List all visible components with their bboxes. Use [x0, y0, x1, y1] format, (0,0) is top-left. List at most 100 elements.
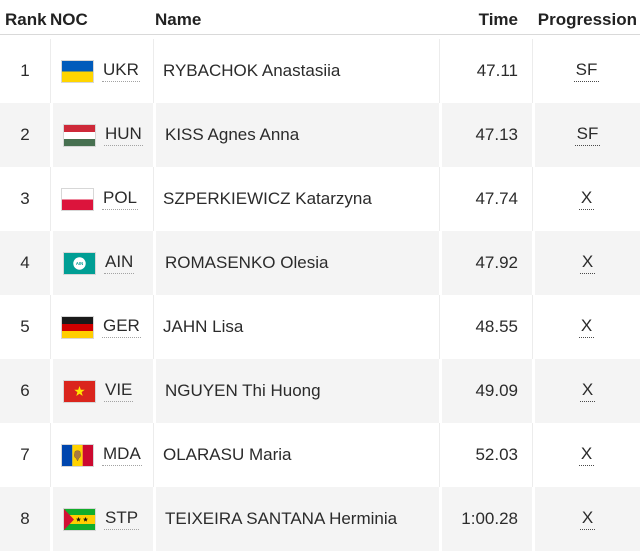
column-header-progression: Progression	[532, 0, 640, 39]
time-cell: 49.09	[439, 359, 532, 423]
ukr-flag-icon	[61, 59, 94, 83]
noc-cell: STP	[50, 487, 153, 551]
rank-cell: 3	[0, 167, 50, 231]
rank-cell: 1	[0, 39, 50, 103]
noc-cell: POL	[50, 167, 153, 231]
athlete-name-cell: RYBACHOK Anastasiia	[153, 39, 439, 103]
svg-text:AIN: AIN	[76, 261, 83, 266]
time-cell: 52.03	[439, 423, 532, 487]
noc-cell: VIE	[50, 359, 153, 423]
progression-cell: X	[532, 231, 640, 295]
noc-code[interactable]: HUN	[104, 124, 143, 146]
progression-cell: X	[532, 295, 640, 359]
progression-cell: X	[532, 167, 640, 231]
time-value: 48.55	[475, 317, 518, 336]
time-value: 47.11	[476, 61, 518, 80]
rank-value: 8	[20, 509, 30, 528]
time-cell: 48.55	[439, 295, 532, 359]
progression-cell: SF	[532, 39, 640, 103]
time-cell: 47.74	[439, 167, 532, 231]
noc-code[interactable]: MDA	[102, 444, 142, 466]
rank-cell: 5	[0, 295, 50, 359]
table-row: 6 VIE NGUYEN Thi Huong 49.09 X	[0, 359, 640, 423]
time-value: 47.74	[475, 189, 518, 208]
noc-wrap: VIE	[53, 379, 153, 403]
table-row: 8 STP TEIXEIRA SANTANA Herminia 1:00.28 …	[0, 487, 640, 551]
noc-code[interactable]: GER	[102, 316, 141, 338]
athlete-name: JAHN Lisa	[163, 317, 244, 336]
pol-flag-icon	[61, 187, 94, 211]
noc-cell: AIN AIN	[50, 231, 153, 295]
noc-cell: HUN	[50, 103, 153, 167]
time-cell: 47.13	[439, 103, 532, 167]
mda-flag-icon	[61, 443, 94, 467]
noc-cell: MDA	[50, 423, 153, 487]
progression-cell: X	[532, 359, 640, 423]
noc-code[interactable]: VIE	[104, 380, 134, 402]
athlete-name: TEIXEIRA SANTANA Herminia	[165, 509, 398, 528]
progression-value[interactable]: X	[578, 188, 595, 210]
time-value: 1:00.28	[461, 509, 518, 528]
time-value: 49.09	[475, 381, 518, 400]
vie-flag-icon	[63, 379, 96, 403]
noc-code[interactable]: STP	[104, 508, 140, 530]
noc-wrap: UKR	[51, 59, 153, 83]
progression-value[interactable]: X	[579, 508, 596, 530]
rank-value: 7	[20, 445, 30, 464]
rank-value: 4	[20, 253, 30, 272]
rank-cell: 4	[0, 231, 50, 295]
rank-cell: 6	[0, 359, 50, 423]
time-value: 47.13	[475, 125, 518, 144]
noc-code[interactable]: POL	[102, 188, 139, 210]
noc-wrap: STP	[53, 507, 153, 531]
time-cell: 47.92	[439, 231, 532, 295]
noc-wrap: HUN	[53, 123, 153, 147]
progression-value[interactable]: X	[578, 316, 595, 338]
rank-cell: 8	[0, 487, 50, 551]
table-row: 4 AIN AIN ROMASENKO Olesia 47.92 X	[0, 231, 640, 295]
athlete-name-cell: ROMASENKO Olesia	[153, 231, 439, 295]
time-value: 52.03	[475, 445, 518, 464]
progression-cell: X	[532, 487, 640, 551]
rank-value: 1	[20, 61, 30, 80]
table-row: 1 UKR RYBACHOK Anastasiia 47.11 SF	[0, 39, 640, 103]
noc-cell: UKR	[50, 39, 153, 103]
noc-wrap: MDA	[51, 443, 153, 467]
time-value: 47.92	[475, 253, 518, 272]
column-header-name: Name	[153, 0, 439, 39]
column-header-rank: Rank	[0, 0, 50, 39]
rank-value: 3	[20, 189, 30, 208]
progression-cell: SF	[532, 103, 640, 167]
athlete-name: SZPERKIEWICZ Katarzyna	[163, 189, 372, 208]
progression-value[interactable]: SF	[574, 124, 601, 146]
ger-flag-icon	[61, 315, 94, 339]
progression-value[interactable]: SF	[573, 60, 600, 82]
progression-value[interactable]: X	[579, 252, 596, 274]
column-header-time: Time	[439, 0, 532, 39]
noc-code[interactable]: AIN	[104, 252, 135, 274]
athlete-name-cell: SZPERKIEWICZ Katarzyna	[153, 167, 439, 231]
rank-cell: 7	[0, 423, 50, 487]
table-row: 2 HUN KISS Agnes Anna 47.13 SF	[0, 103, 640, 167]
rank-cell: 2	[0, 103, 50, 167]
athlete-name: RYBACHOK Anastasiia	[163, 61, 341, 80]
noc-code[interactable]: UKR	[102, 60, 140, 82]
progression-value[interactable]: X	[578, 444, 595, 466]
stp-flag-icon	[63, 507, 96, 531]
noc-wrap: AIN AIN	[53, 251, 153, 275]
noc-wrap: POL	[51, 187, 153, 211]
athlete-name: NGUYEN Thi Huong	[165, 381, 321, 400]
column-header-noc: NOC	[50, 0, 153, 39]
noc-cell: GER	[50, 295, 153, 359]
header-row: Rank NOC Name Time Progression	[0, 0, 640, 39]
time-cell: 1:00.28	[439, 487, 532, 551]
athlete-name-cell: KISS Agnes Anna	[153, 103, 439, 167]
table-row: 3 POL SZPERKIEWICZ Katarzyna 47.74 X	[0, 167, 640, 231]
hun-flag-icon	[63, 123, 96, 147]
athlete-name-cell: OLARASU Maria	[153, 423, 439, 487]
noc-wrap: GER	[51, 315, 153, 339]
table-row: 5 GER JAHN Lisa 48.55 X	[0, 295, 640, 359]
time-cell: 47.11	[439, 39, 532, 103]
progression-value[interactable]: X	[579, 380, 596, 402]
